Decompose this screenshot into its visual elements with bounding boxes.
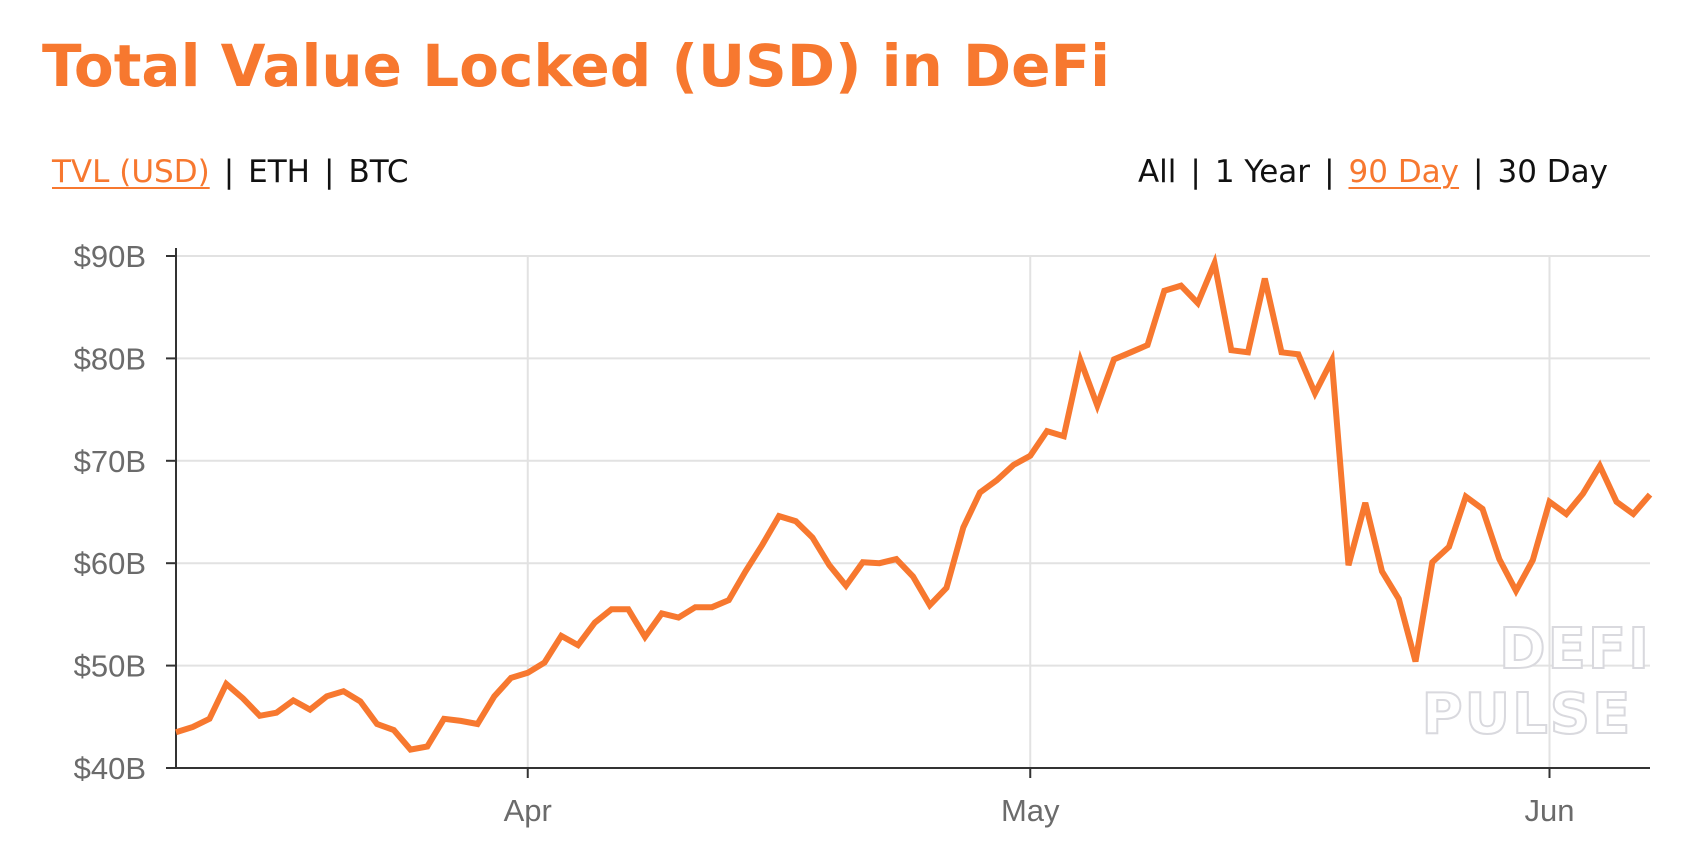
page-title: Total Value Locked (USD) in DeFi bbox=[42, 32, 1111, 100]
tab-1-year[interactable]: 1 Year bbox=[1214, 154, 1311, 190]
y-tick-label: $60B bbox=[74, 546, 146, 581]
watermark-line-1: DEFI bbox=[1499, 617, 1651, 682]
tab-separator: | bbox=[223, 154, 235, 190]
tab-90-day[interactable]: 90 Day bbox=[1348, 154, 1460, 190]
tab-separator: | bbox=[324, 154, 335, 190]
y-tick-label: $40B bbox=[74, 751, 146, 786]
defi-pulse-watermark: DEFI PULSE bbox=[1421, 616, 1651, 748]
series-layer bbox=[175, 252, 1653, 753]
tvl-series-line bbox=[175, 252, 1653, 753]
x-tick-label: May bbox=[1001, 793, 1060, 828]
x-tick-label: Jun bbox=[1525, 793, 1575, 828]
tab-tvl-usd[interactable]: TVL (USD) bbox=[52, 154, 210, 190]
x-tick-label: Apr bbox=[504, 793, 552, 828]
watermark-line-2: PULSE bbox=[1422, 682, 1633, 747]
tab-separator: | bbox=[1473, 154, 1484, 190]
y-tick-label: $70B bbox=[74, 444, 146, 479]
metric-tabs: TVL (USD) | ETH | BTC bbox=[52, 152, 409, 192]
x-axis-ticks: Apr May Jun bbox=[504, 768, 1575, 828]
tab-all[interactable]: All bbox=[1137, 154, 1177, 190]
axes bbox=[175, 248, 1650, 769]
y-axis-ticks: $90B $80B $70B $60B $50B $40B bbox=[74, 239, 176, 786]
gridlines bbox=[176, 255, 1650, 768]
y-tick-label: $50B bbox=[74, 649, 146, 684]
range-tabs: All | 1 Year | 90 Day | 30 Day bbox=[1138, 152, 1608, 192]
tab-separator: | bbox=[1190, 154, 1201, 190]
tab-30-day[interactable]: 30 Day bbox=[1497, 154, 1608, 190]
tab-btc[interactable]: BTC bbox=[348, 154, 409, 190]
tab-eth[interactable]: ETH bbox=[248, 154, 310, 190]
tab-separator: | bbox=[1324, 154, 1335, 190]
y-tick-label: $80B bbox=[74, 341, 146, 376]
y-tick-label: $90B bbox=[74, 239, 146, 274]
